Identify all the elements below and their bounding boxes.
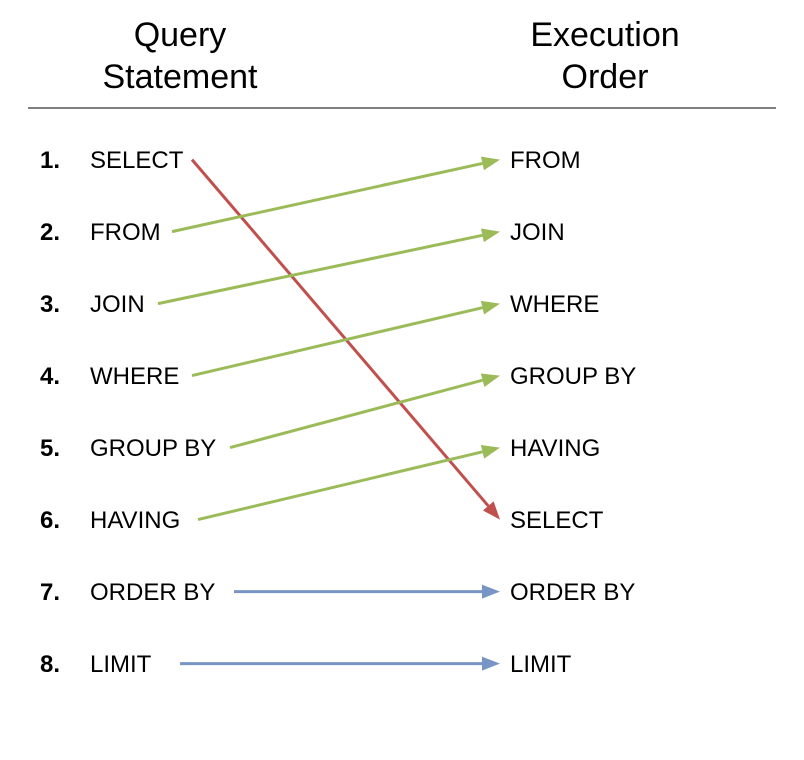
row-number-0: 1. [40,147,60,174]
left-label-0: SELECT [90,147,184,174]
row-number-6: 7. [40,579,60,606]
row-number-5: 6. [40,507,60,534]
arrow-line-3 [192,308,482,376]
arrow-head-1 [481,157,500,171]
left-label-6: ORDER BY [90,579,215,606]
header-group: Query Statement Execution Order [103,16,680,96]
arrow-head-4 [481,373,500,387]
row-number-4: 5. [40,435,60,462]
left-label-2: JOIN [90,291,145,318]
arrow-head-2 [481,228,500,242]
right-label-0: FROM [510,147,581,174]
arrow-line-4 [230,380,483,447]
row-number-1: 2. [40,219,60,246]
row-number-2: 3. [40,291,60,318]
arrow-head-7 [482,657,500,671]
right-label-3: GROUP BY [510,363,636,390]
left-label-4: GROUP BY [90,435,216,462]
header-left-line1: Query [134,16,227,54]
arrow-head-5 [481,445,500,459]
right-column: FROM JOIN WHERE GROUP BY HAVING SELECT ORDER B… [510,147,636,678]
right-label-7: LIMIT [510,651,572,678]
right-label-2: WHERE [510,291,599,318]
arrow-head-6 [482,585,500,599]
row-number-3: 4. [40,363,60,390]
arrow-line-2 [158,235,482,303]
right-label-1: JOIN [510,219,565,246]
arrow-line-5 [198,452,482,520]
header-right-line1: Execution [530,16,679,54]
arrow-line-1 [172,163,482,231]
right-label-4: HAVING [510,435,600,462]
right-label-6: ORDER BY [510,579,635,606]
arrow-head-3 [481,301,500,315]
right-label-5: SELECT [510,507,604,534]
diagram-canvas: Query Statement Execution Order 1. SELECT 2. FR… [0,0,804,760]
header-right-line2: Order [562,58,649,96]
header-left-line2: Statement [103,58,259,96]
left-label-3: WHERE [90,363,179,390]
left-label-1: FROM [90,219,161,246]
arrow-line-0 [192,160,488,506]
row-number-7: 8. [40,651,60,678]
left-label-7: LIMIT [90,651,152,678]
left-label-5: HAVING [90,507,180,534]
